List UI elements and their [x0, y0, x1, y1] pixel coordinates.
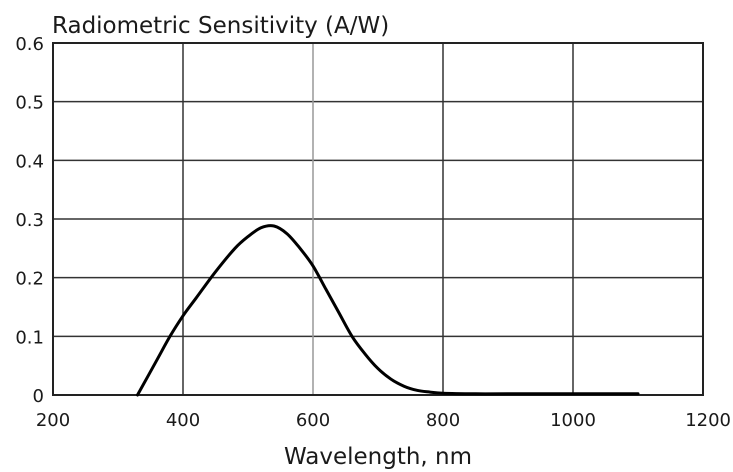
- x-axis-label: Wavelength, nm: [284, 444, 472, 470]
- y-tick-label: 0: [33, 386, 44, 407]
- x-tick-label: 200: [36, 410, 70, 431]
- x-tick-label: 800: [426, 410, 460, 431]
- grid: [53, 43, 703, 395]
- y-tick-label: 0.3: [15, 210, 44, 231]
- plot-frame: [52, 42, 704, 396]
- y-tick-label: 0.6: [15, 34, 44, 55]
- x-axis-ticks: 200 400 600 800 1000 1200: [36, 410, 731, 431]
- y-tick-label: 0.5: [15, 93, 44, 114]
- x-tick-label: 400: [166, 410, 200, 431]
- y-axis-ticks: 0 0.1 0.2 0.3 0.4 0.5 0.6: [15, 34, 44, 407]
- chart-title: Radiometric Sensitivity (A/W): [52, 13, 389, 39]
- x-tick-label: 1200: [685, 410, 731, 431]
- y-tick-label: 0.1: [15, 327, 44, 348]
- x-tick-label: 600: [296, 410, 330, 431]
- y-tick-label: 0.2: [15, 269, 44, 290]
- y-tick-label: 0.4: [15, 151, 44, 172]
- sensitivity-curve: [136, 224, 640, 397]
- x-tick-label: 1000: [550, 410, 596, 431]
